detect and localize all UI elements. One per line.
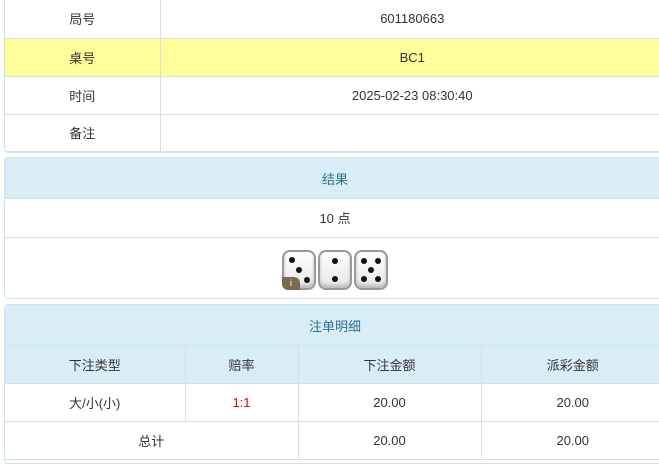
bets-table: 下注类型 赔率 下注金额 派彩金额 大/小(小) 1:1 20.00 20.00… <box>5 346 659 460</box>
bets-panel: 注单明细 下注类型 赔率 下注金额 派彩金额 大/小(小) 1:1 20.00 … <box>4 304 659 464</box>
dice-cell: i <box>5 237 659 298</box>
round-number: 601180663 <box>159 0 659 39</box>
pip <box>374 257 381 264</box>
label: 时间 <box>5 75 161 115</box>
pip <box>374 275 381 282</box>
total-payout: 20.00 <box>480 420 659 460</box>
result-points: 10 点 <box>5 199 659 238</box>
bets-title: 注单明细 <box>5 305 659 346</box>
pip <box>361 257 368 264</box>
payout-amount: 20.00 <box>480 382 659 422</box>
die-5 <box>354 249 388 290</box>
table-row: 大/小(小) 1:1 20.00 20.00 <box>5 382 659 422</box>
time-value: 2025-02-23 08:30:40 <box>159 75 659 115</box>
info-panel: 局号 601180663 桌号 BC1 时间 2025-02-23 08:30:40 … <box>4 0 659 153</box>
col-header: 赔率 <box>184 346 299 384</box>
row-remark: 备注 <box>5 113 659 152</box>
pip <box>332 257 338 264</box>
pip <box>296 266 302 273</box>
bet-amount: 20.00 <box>297 382 482 422</box>
table-number: BC1 <box>159 37 659 77</box>
pip <box>288 256 295 263</box>
total-row: 总计 20.00 20.00 <box>5 420 659 460</box>
die-2 <box>318 249 352 290</box>
bet-type: 大/小(小) <box>5 382 186 422</box>
total-amount: 20.00 <box>297 420 482 460</box>
bets-header-row: 下注类型 赔率 下注金额 派彩金额 <box>5 346 659 384</box>
row-time: 时间 2025-02-23 08:30:40 <box>5 75 659 115</box>
die-3: i <box>282 249 316 290</box>
total-label: 总计 <box>5 420 299 460</box>
info-icon[interactable]: i <box>282 276 300 290</box>
pip <box>368 266 374 273</box>
pip <box>361 275 368 282</box>
col-header: 下注金额 <box>297 346 482 384</box>
label: 桌号 <box>5 37 161 77</box>
col-header: 下注类型 <box>5 346 186 384</box>
label: 备注 <box>5 113 161 152</box>
pip <box>303 276 310 283</box>
pip <box>332 275 338 282</box>
col-header: 派彩金额 <box>480 346 659 384</box>
remark-value <box>159 113 659 152</box>
result-title: 结果 <box>5 158 659 199</box>
row-round: 局号 601180663 <box>5 0 659 39</box>
result-panel: 结果 10 点 i <box>4 157 659 299</box>
info-table: 局号 601180663 桌号 BC1 时间 2025-02-23 08:30:40 … <box>5 0 659 152</box>
odds: 1:1 <box>184 382 299 422</box>
dice-group: i <box>282 249 388 290</box>
row-table: 桌号 BC1 <box>5 37 659 77</box>
label: 局号 <box>5 0 161 39</box>
